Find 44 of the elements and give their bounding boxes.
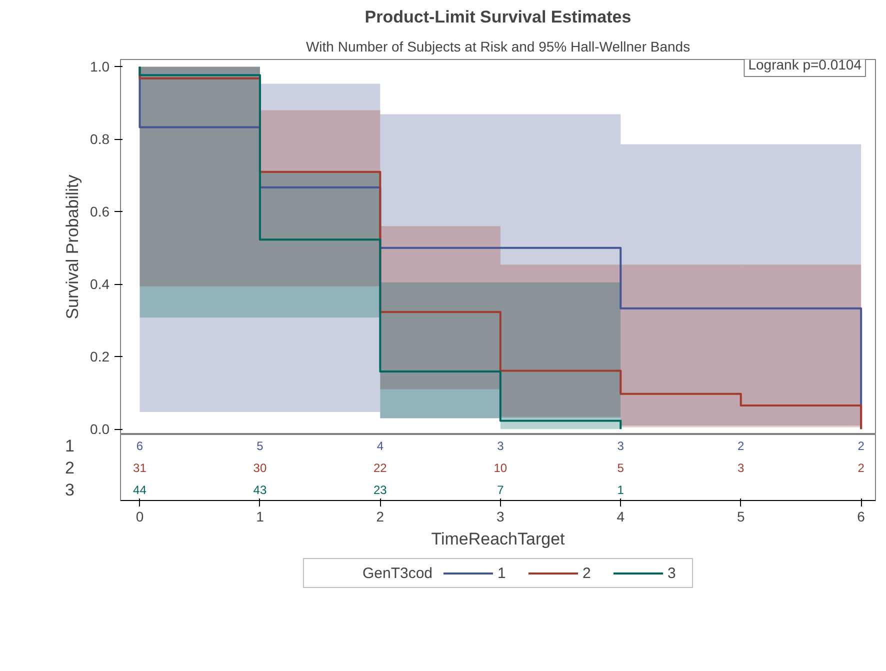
y-axis-title: Survival Probability	[63, 174, 82, 320]
data-label: 22	[374, 461, 388, 475]
x-tick-label: 3	[496, 508, 505, 524]
legend-label: 1	[498, 564, 507, 582]
y-tick-label: 1	[65, 436, 75, 456]
y-tick-label: 0.2	[90, 348, 110, 365]
data-label: 6	[136, 439, 144, 453]
data-label: 3	[497, 439, 504, 453]
chart-title: Product-Limit Survival Estimates	[364, 8, 632, 26]
x-axis-title: TimeReachTarget	[431, 530, 566, 548]
data-label: 23	[374, 483, 388, 497]
y-tick-label: 0.4	[90, 276, 110, 292]
data-label: 2	[858, 439, 865, 453]
data-label: 1	[617, 483, 624, 497]
data-label: 44	[133, 483, 147, 497]
y-tick-label: 3	[65, 480, 75, 500]
y-tick-label: 0.6	[90, 204, 110, 220]
data-label: 7	[497, 483, 504, 497]
legend-label: 3	[668, 564, 677, 582]
x-tick-label: 4	[616, 508, 625, 524]
y-tick-label: 0.8	[90, 131, 110, 148]
chart-subtitle: With Number of Subjects at Risk and 95% Hall-Wellner Bands	[306, 38, 690, 54]
x-tick-label: 2	[376, 508, 384, 524]
data-label: 4	[376, 439, 384, 453]
data-label: 2	[738, 439, 745, 453]
legend-label: 2	[582, 564, 592, 582]
data-label: 3	[617, 439, 624, 453]
data-label: 30	[253, 461, 267, 475]
data-label: 43	[253, 483, 267, 497]
data-label: 10	[494, 461, 508, 475]
legend-title: GenT3cod	[362, 564, 433, 582]
y-tick-label: 0.0	[90, 421, 110, 438]
data-label: 2	[858, 461, 865, 475]
y-tick-label: 2	[65, 458, 75, 478]
annotation: Logrank p=0.0104	[748, 56, 862, 72]
data-label: 3	[738, 461, 745, 475]
x-tick-label: 6	[857, 508, 866, 524]
x-tick-label: 0	[136, 508, 144, 524]
x-tick-label: 1	[256, 508, 264, 524]
data-label: 31	[133, 461, 147, 475]
y-tick-label: 1.0	[90, 58, 110, 75]
data-label: 5	[617, 461, 624, 475]
x-tick-label: 5	[736, 508, 745, 524]
data-label: 5	[256, 439, 264, 453]
